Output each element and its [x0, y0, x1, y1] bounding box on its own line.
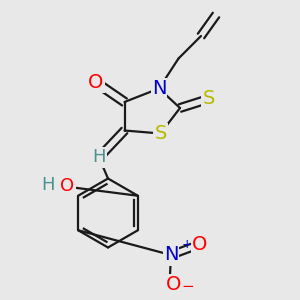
Text: O: O — [60, 177, 75, 195]
Text: +: + — [181, 238, 192, 251]
Text: N: N — [152, 79, 166, 98]
Text: O: O — [192, 235, 207, 254]
Text: O: O — [166, 275, 182, 295]
Text: N: N — [164, 245, 178, 265]
Text: H: H — [41, 176, 55, 194]
Text: H: H — [92, 148, 106, 166]
Text: −: − — [182, 279, 194, 294]
Text: S: S — [154, 124, 167, 143]
Text: S: S — [202, 89, 215, 109]
Text: O: O — [88, 73, 104, 92]
